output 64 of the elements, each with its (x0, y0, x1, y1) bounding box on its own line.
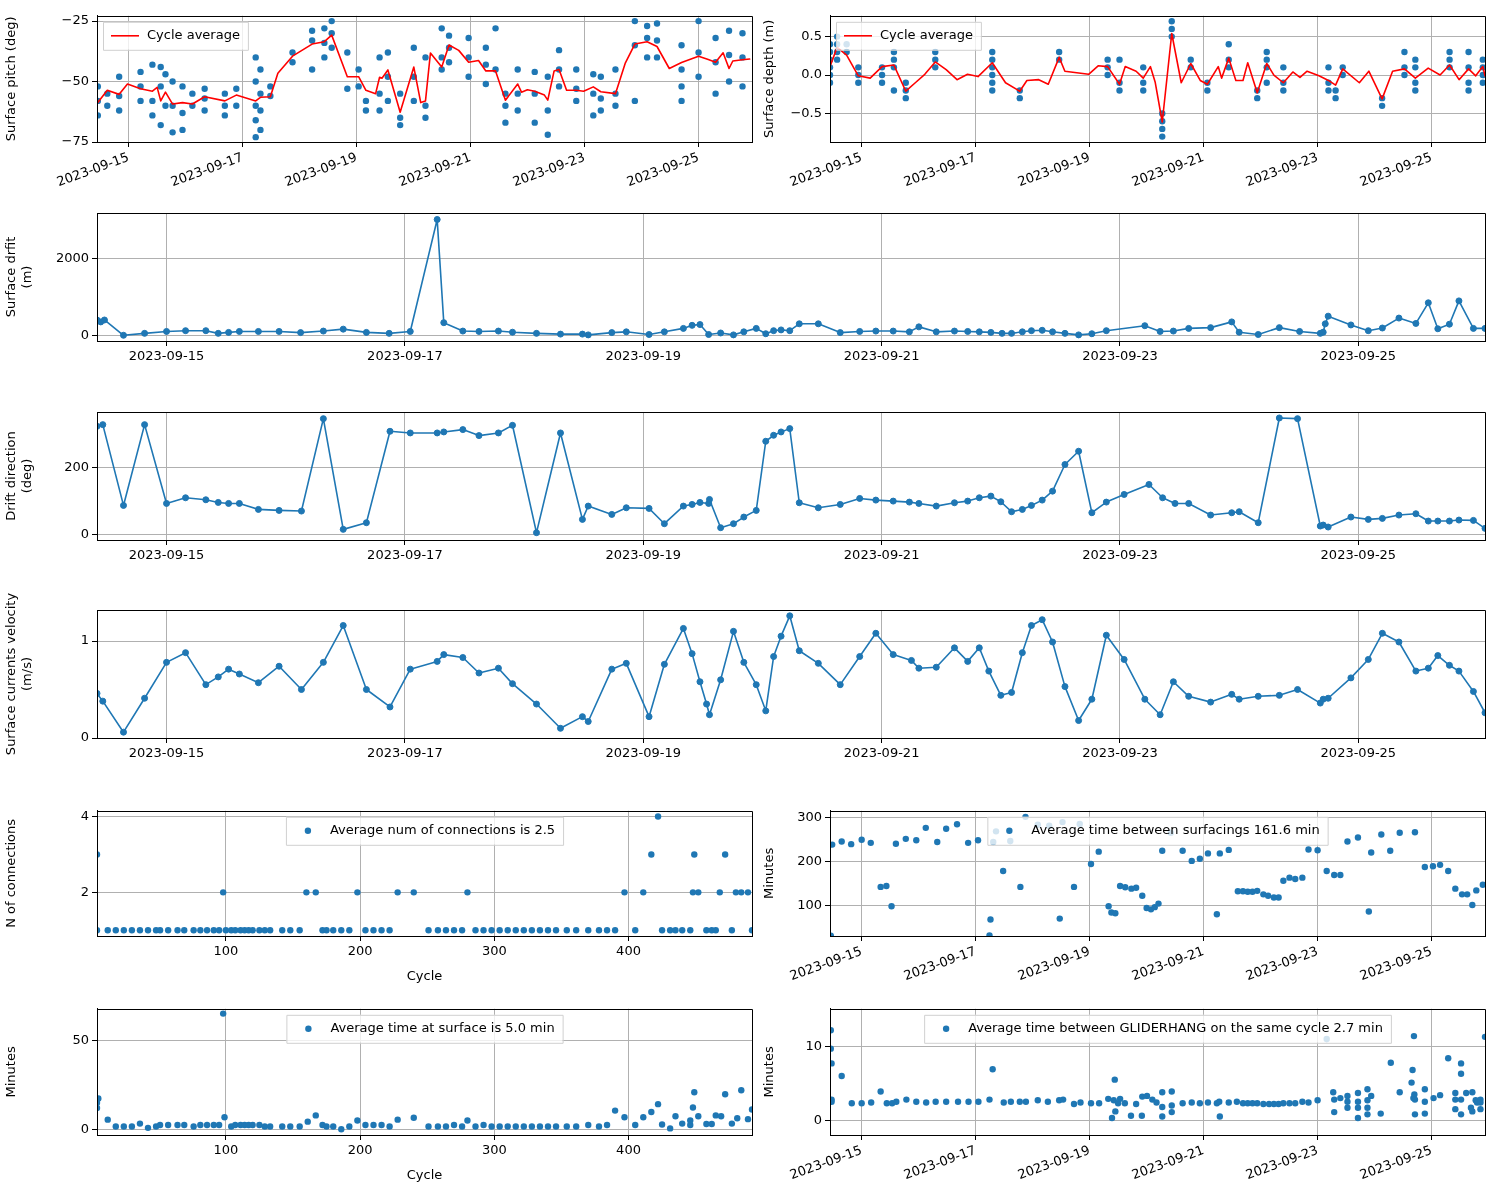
x-tick-label: 300 (481, 1142, 507, 1158)
x-tick-label: 2023-09-23 (1082, 547, 1158, 563)
y-axis-title: Surface pitch (deg) (3, 16, 19, 142)
x-tick-label: 400 (616, 1142, 641, 1158)
y-tick-label: 0 (80, 525, 89, 541)
x-tick-label: 2023-09-15 (128, 745, 205, 761)
y-tick-label: 200 (64, 459, 89, 475)
y-tick-label: 0 (80, 1120, 89, 1136)
x-tick-label: 2023-09-19 (605, 348, 682, 364)
y-tick-label: −0.5 (790, 104, 822, 120)
legend-label: Cycle average (147, 27, 240, 43)
x-tick-label: 400 (616, 943, 641, 959)
x-tick-label: 2023-09-23 (1082, 745, 1158, 761)
y-tick-label: 2000 (55, 250, 89, 266)
x-tick-label: 2023-09-15 (128, 547, 205, 563)
x-tick-label: 100 (213, 943, 239, 959)
y-tick-label: 50 (72, 1031, 89, 1047)
x-tick-label: 2023-09-17 (367, 348, 443, 364)
y-tick-label: 1 (80, 632, 89, 648)
y-tick-label: 200 (797, 852, 822, 868)
x-tick-label: 2023-09-25 (1320, 547, 1397, 563)
x-tick-label: 2023-09-19 (605, 745, 682, 761)
y-axis-title: Minutes (761, 847, 777, 899)
y-axis-title: Minutes (3, 1046, 19, 1098)
legend-label: Average num of connections is 2.5 (329, 822, 556, 838)
y-axis-title: Minutes (761, 1046, 777, 1098)
y-tick-label: 0 (80, 326, 89, 342)
y-axis-title: Surface drfit (m) (3, 236, 34, 318)
x-tick-label: 2023-09-21 (843, 745, 920, 761)
y-tick-label: 0.5 (801, 27, 822, 43)
x-tick-label: 2023-09-25 (1320, 745, 1397, 761)
x-tick-label: 200 (347, 1142, 373, 1158)
y-tick-label: 300 (797, 808, 822, 824)
legend-label: Average time at surface is 5.0 min (330, 1020, 555, 1036)
y-tick-label: 0 (80, 729, 89, 745)
y-tick-label: 2 (80, 883, 89, 899)
x-tick-label: 2023-09-21 (843, 547, 920, 563)
y-tick-label: 0.0 (801, 66, 822, 82)
x-tick-label: 300 (481, 943, 507, 959)
legend-label: Average time between GLIDERHANG on the same cycle 2.7 min (968, 1020, 1383, 1036)
y-tick-label: 10 (805, 1037, 822, 1053)
y-tick-label: 4 (80, 807, 89, 823)
x-tick-label: 100 (213, 1142, 239, 1158)
x-axis-title: Cycle (406, 1166, 443, 1182)
x-tick-label: 2023-09-23 (1082, 348, 1158, 364)
y-tick-label: −25 (61, 12, 89, 28)
x-tick-label: 2023-09-25 (1320, 348, 1397, 364)
y-axis-title: Surface currents velocity (m/s) (3, 592, 34, 756)
x-tick-label: 2023-09-17 (367, 745, 443, 761)
y-axis-title: N of connections (3, 818, 19, 928)
y-axis-title: Surface depth (m) (761, 19, 777, 139)
x-tick-label: 2023-09-17 (367, 547, 443, 563)
x-tick-label: 2023-09-19 (605, 547, 682, 563)
legend-label: Cycle average (880, 27, 973, 43)
x-axis-title: Cycle (406, 967, 443, 983)
y-tick-label: −50 (61, 72, 89, 88)
y-tick-label: −75 (61, 133, 89, 149)
x-tick-label: 2023-09-21 (843, 348, 920, 364)
y-tick-label: 100 (797, 896, 822, 912)
y-tick-label: 0 (813, 1111, 822, 1127)
legend-label: Average time between surfacings 161.6 min (1031, 822, 1320, 838)
x-tick-label: 2023-09-15 (128, 348, 205, 364)
x-tick-label: 200 (347, 943, 373, 959)
y-axis-title: Drift direction (deg) (3, 431, 34, 521)
